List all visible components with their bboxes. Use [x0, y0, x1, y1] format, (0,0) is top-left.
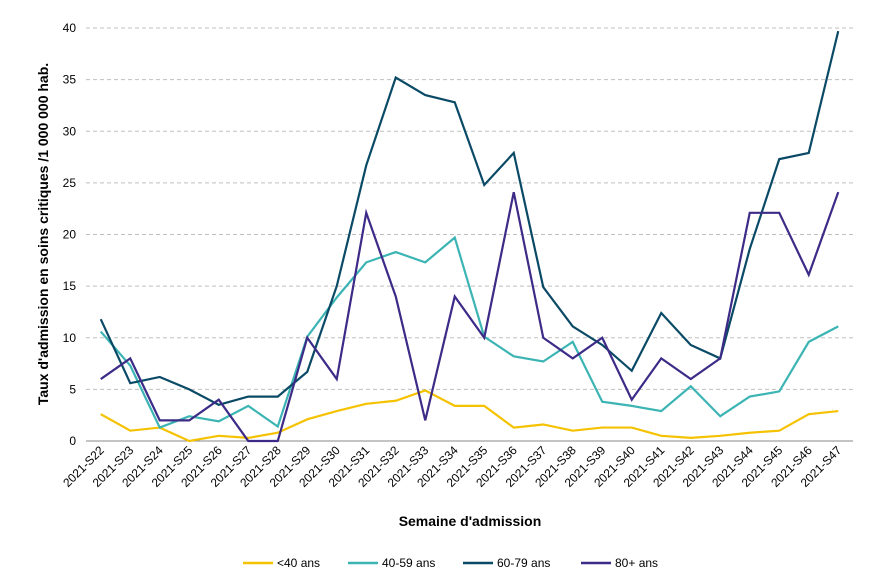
legend-label: 60-79 ans [497, 556, 550, 570]
line [99, 30, 840, 407]
legend-label: 40-59 ans [382, 556, 435, 570]
y-tick-label: 10 [63, 331, 77, 345]
y-tick-label: 30 [63, 124, 77, 138]
y-tick-label: 40 [63, 21, 77, 35]
legend-label: <40 ans [277, 556, 320, 570]
x-axis-title: Semaine d'admission [399, 513, 542, 529]
y-tick-label: 5 [69, 382, 76, 396]
y-tick-label: 35 [63, 73, 77, 87]
y-tick-label: 0 [69, 434, 76, 448]
y-axis-title: Taux d'admission en soins critiques /1 0… [35, 63, 51, 405]
y-tick-label: 15 [63, 279, 77, 293]
y-tick-label: 25 [63, 176, 77, 190]
line [100, 389, 839, 443]
line [99, 235, 839, 429]
y-tick-label: 20 [63, 228, 77, 242]
line [100, 191, 840, 443]
legend-label: 80+ ans [615, 556, 658, 570]
